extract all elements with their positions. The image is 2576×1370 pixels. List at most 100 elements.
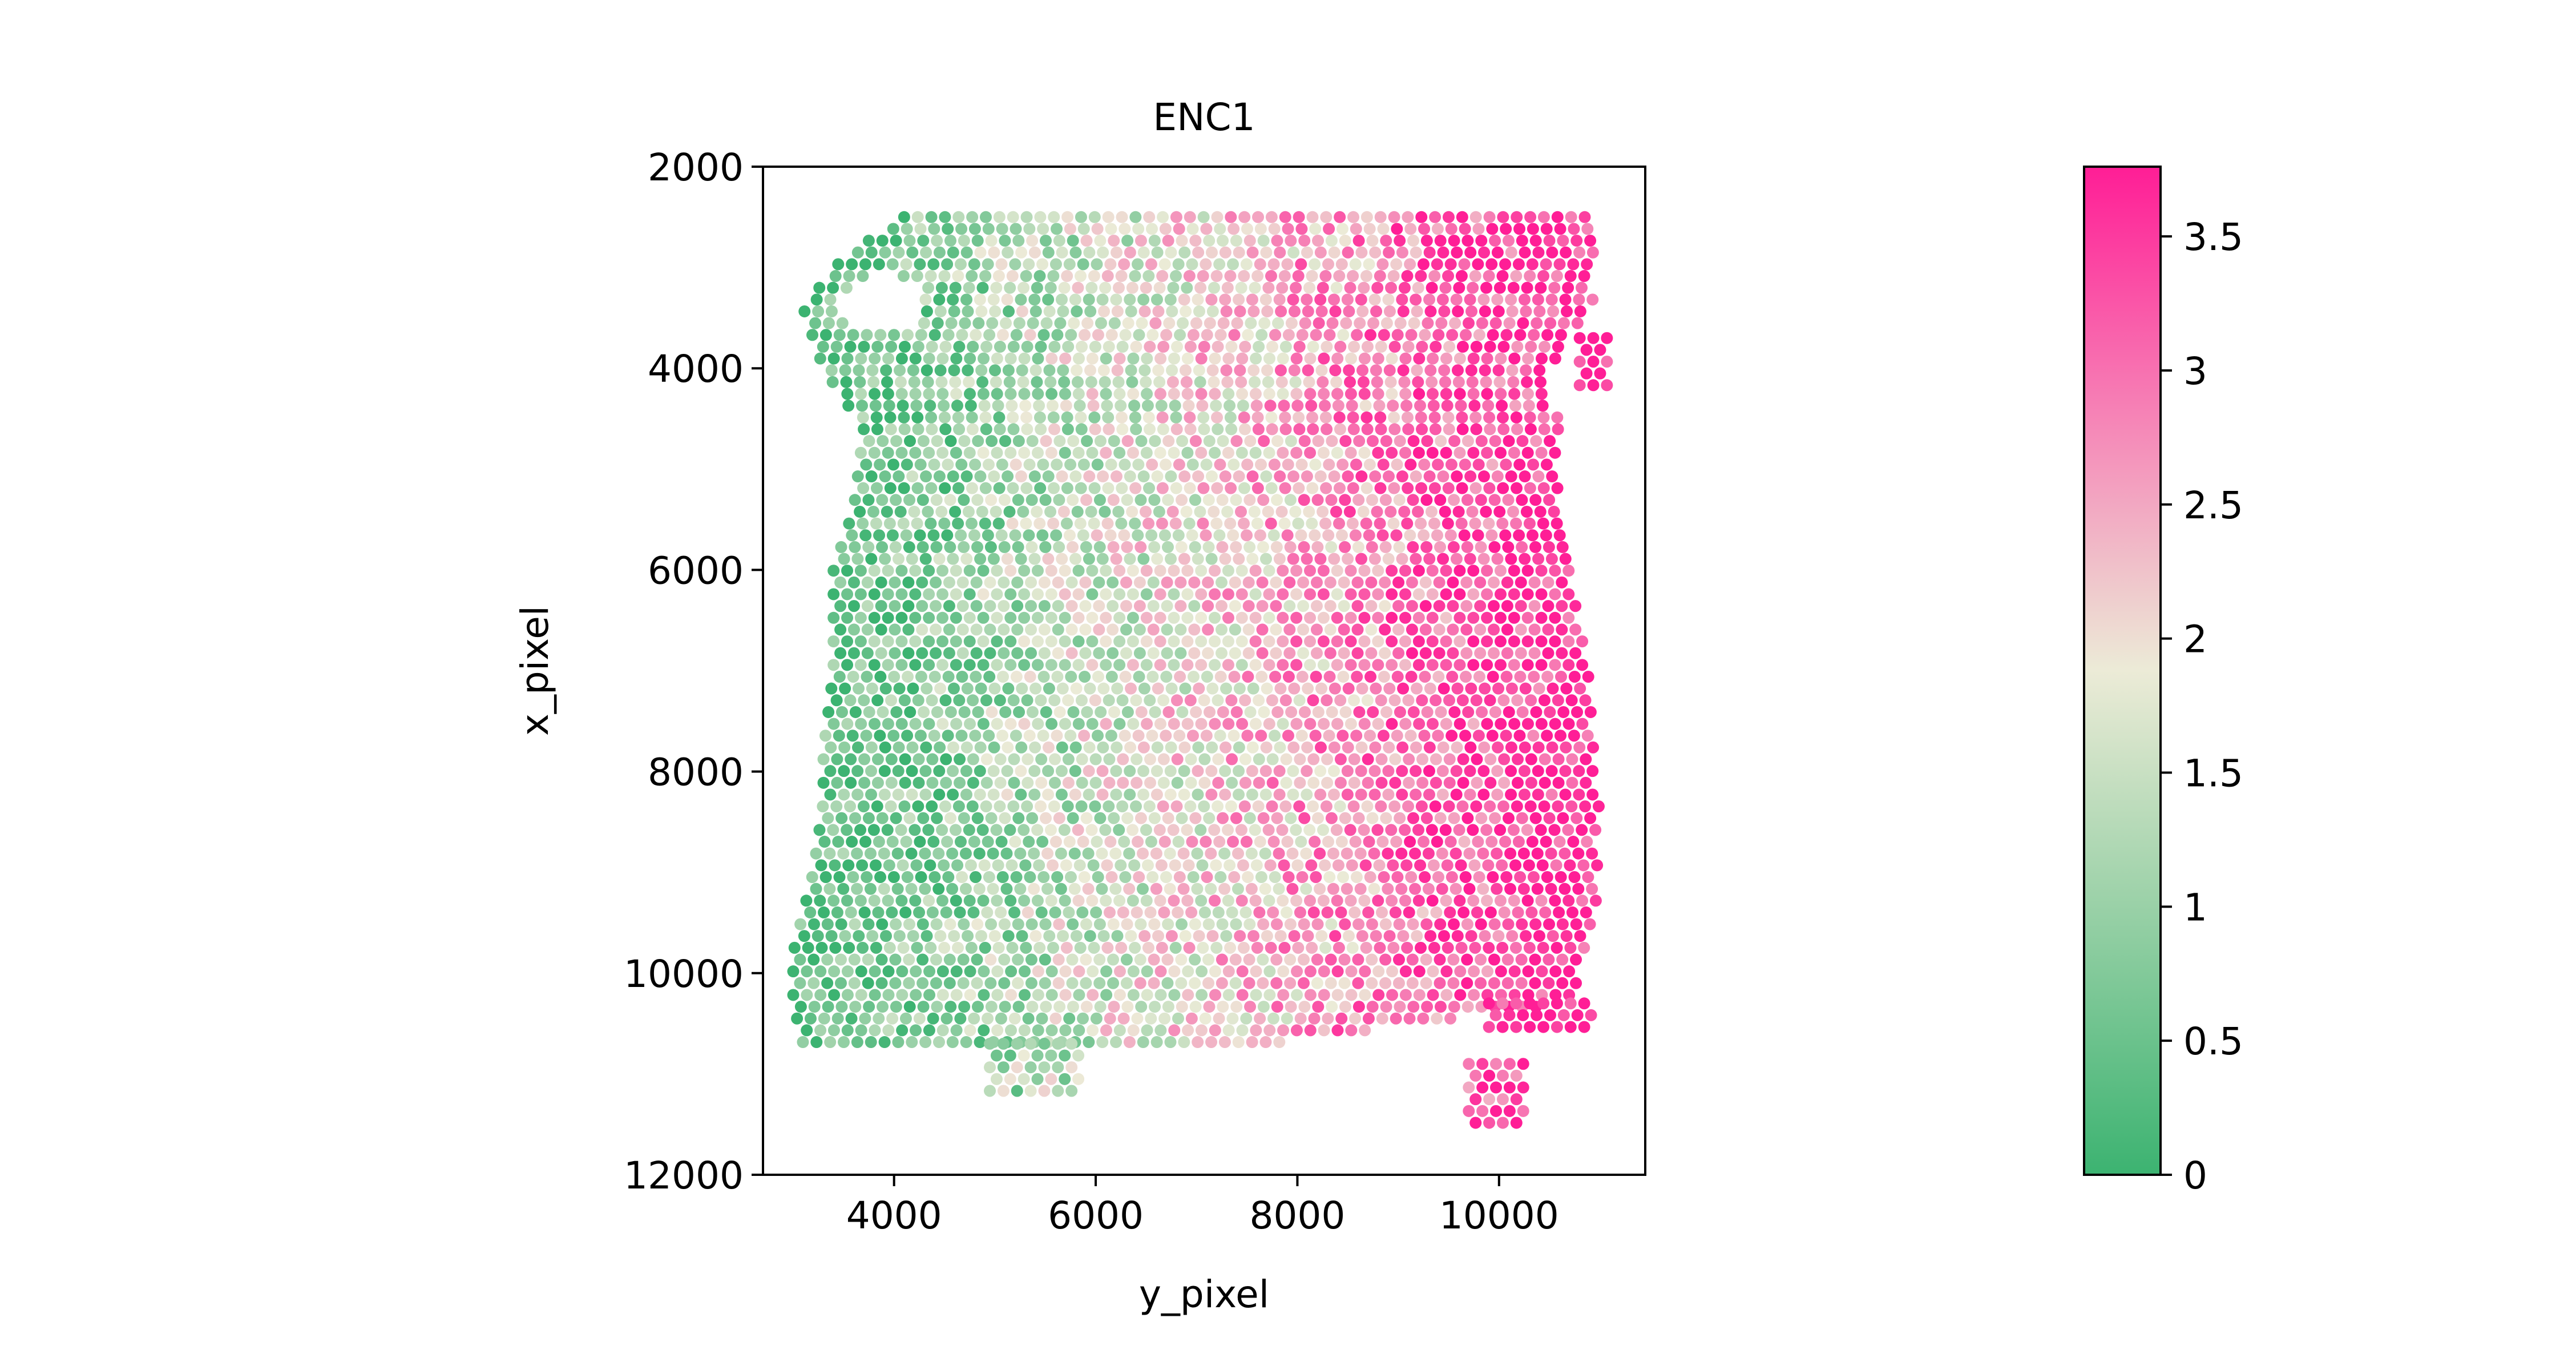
spot-point [1153,281,1166,294]
spot-point [1073,400,1086,412]
spot-point [886,836,899,848]
spot-point [988,741,1000,754]
spot-point [1290,824,1302,836]
spot-point [1304,352,1317,365]
spot-point [960,470,973,483]
spot-point [1234,364,1246,377]
spot-point [931,435,943,448]
spot-point [849,541,861,553]
spot-point [841,718,854,730]
spot-point [1169,859,1181,872]
spot-point [1031,281,1043,294]
spot-point [946,847,959,860]
spot-point [1020,941,1032,954]
spot-point [1097,930,1110,942]
spot-point [1073,989,1085,1001]
spot-point [1059,352,1072,365]
spot-point [1372,989,1385,1001]
spot-point [1489,435,1501,448]
spot-point [1304,588,1317,601]
spot-point [1405,671,1418,683]
spot-point [1463,1058,1475,1070]
spot-point [1535,446,1548,459]
spot-point [1349,836,1362,848]
spot-point [826,376,839,388]
spot-point [1217,317,1230,329]
spot-point [1270,953,1283,966]
spot-point [912,340,924,353]
spot-point [1226,906,1238,918]
spot-point [1297,977,1310,989]
spot-point [1341,293,1354,306]
spot-point [899,776,911,789]
spot-point [1134,235,1147,247]
spot-point [956,576,969,589]
spot-point [1502,918,1515,930]
spot-point [1134,494,1147,506]
spot-point [1113,635,1126,648]
spot-point [1229,953,1242,966]
spot-point [1355,553,1367,565]
spot-point [787,965,800,978]
spot-point [1235,611,1248,624]
spot-point [936,894,948,907]
spot-point [1367,706,1379,718]
spot-point [1304,388,1317,400]
spot-point [1447,953,1460,966]
spot-point [1469,211,1482,223]
spot-point [862,953,874,966]
spot-point [928,671,941,683]
spot-point [1559,788,1572,801]
spot-point [1306,482,1319,494]
spot-point [854,588,867,601]
spot-point [1371,376,1383,388]
spot-point [1472,529,1484,542]
spot-point [949,505,962,518]
spot-point [1496,1069,1509,1082]
spot-point [1334,776,1347,789]
spot-point [1141,989,1153,1001]
spot-point [1209,611,1221,624]
spot-point [1061,423,1074,436]
spot-point [1517,1058,1529,1070]
spot-point [1033,400,1045,412]
spot-point [1497,340,1510,353]
spot-point [1580,344,1593,356]
spot-point [955,458,968,471]
spot-point [1168,388,1180,400]
spot-point [1222,989,1235,1001]
spot-point [1045,1024,1058,1037]
spot-point [1439,505,1451,518]
spot-point [1560,741,1572,754]
spot-point [1161,647,1173,659]
spot-point [855,1024,867,1037]
spot-point [1263,565,1275,577]
spot-point [1516,918,1528,930]
spot-point [1410,741,1422,754]
spot-point [1481,611,1493,624]
spot-point [1458,258,1471,271]
spot-point [1298,706,1311,718]
spot-point [1369,246,1382,259]
spot-point [1025,647,1037,659]
spot-point [858,906,871,918]
spot-point [1004,635,1017,648]
spot-point [1348,906,1361,918]
spot-point [1380,706,1393,718]
spot-point [1107,953,1120,966]
spot-point [1539,776,1551,789]
spot-point [1354,847,1367,860]
spot-point [1287,470,1300,483]
spot-point [1121,435,1134,448]
spot-point [1488,600,1500,613]
spot-point [1500,329,1513,341]
spot-point [1362,753,1374,765]
spot-point [806,329,819,341]
spot-point [1194,376,1206,388]
spot-point [987,553,1000,565]
spot-point [1344,565,1357,577]
spot-point [856,859,869,872]
spot-point [1434,541,1447,553]
spot-point [938,941,951,954]
spot-point [1168,565,1180,577]
